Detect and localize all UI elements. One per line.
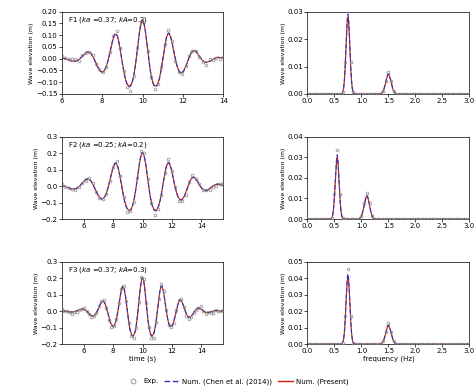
Text: F1 ($ka$ =0.37; $kA$=0.2): F1 ($ka$ =0.37; $kA$=0.2) (68, 15, 148, 25)
Y-axis label: Wave elevation (m): Wave elevation (m) (34, 147, 39, 208)
Y-axis label: Wave elevation (m): Wave elevation (m) (281, 272, 286, 334)
Legend: Exp., Num. (Chen et al. (2014)), Num. (Present): Exp., Num. (Chen et al. (2014)), Num. (P… (123, 375, 351, 387)
X-axis label: time (s): time (s) (129, 356, 156, 362)
Y-axis label: Wave elevation (m): Wave elevation (m) (281, 22, 286, 84)
Y-axis label: Wave elevation (m): Wave elevation (m) (281, 147, 286, 208)
Y-axis label: Wave elevation (m): Wave elevation (m) (29, 22, 35, 84)
Text: F3 ($ka$ =0.37; $kA$=0.3): F3 ($ka$ =0.37; $kA$=0.3) (68, 265, 148, 275)
Text: F2 ($ka$ =0.25; $kA$=0.2): F2 ($ka$ =0.25; $kA$=0.2) (68, 140, 147, 150)
X-axis label: frequency (Hz): frequency (Hz) (363, 356, 414, 362)
Y-axis label: Wave elevation (m): Wave elevation (m) (34, 272, 39, 334)
